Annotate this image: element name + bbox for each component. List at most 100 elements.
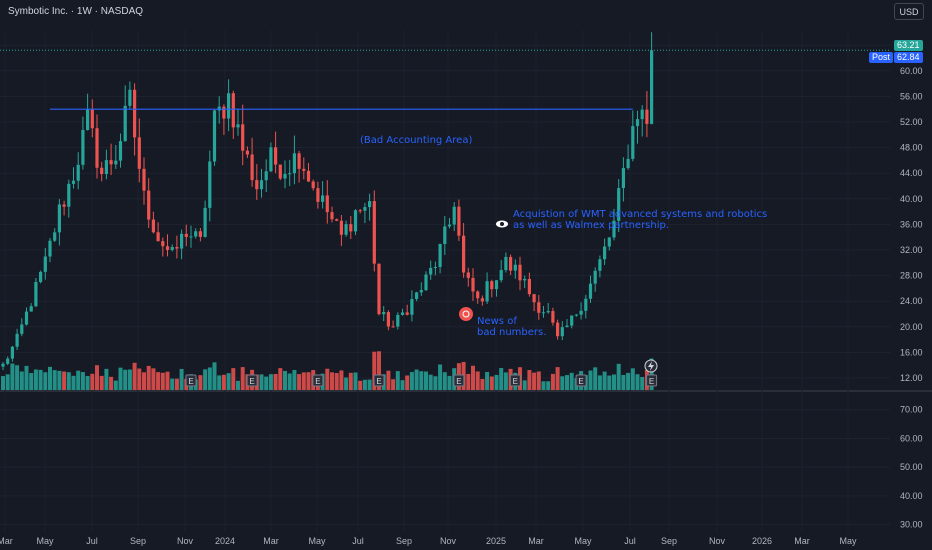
y-tick-label: 12.00 — [900, 373, 923, 383]
bad-accounting-annotation[interactable]: (Bad Accounting Area) — [360, 135, 473, 146]
candle-body — [109, 160, 113, 165]
currency-button[interactable]: USD — [894, 3, 924, 20]
earnings-marker-label: E — [578, 377, 583, 386]
candle-body — [24, 311, 29, 325]
volume-bar — [635, 374, 640, 390]
candle-body — [513, 264, 517, 271]
candle-body — [180, 233, 184, 249]
candle-body — [612, 220, 616, 238]
candle-body — [466, 272, 470, 278]
candle-body — [485, 281, 489, 302]
candle-body — [142, 168, 146, 191]
y-tick-label: 40.00 — [900, 491, 923, 501]
candle-body — [156, 232, 160, 242]
candle-body — [198, 231, 202, 237]
volume-bar — [137, 368, 142, 390]
x-tick-label: Jul — [86, 536, 98, 546]
volume-bar — [367, 379, 372, 390]
candle-body — [95, 128, 99, 168]
volume-bar — [264, 376, 269, 390]
candle-body — [217, 106, 221, 111]
earnings-marker-label: E — [456, 377, 461, 386]
volume-bar — [5, 374, 10, 390]
x-tick-label: 2025 — [486, 536, 506, 546]
volume-bar — [377, 351, 381, 390]
volume-bar — [494, 374, 499, 390]
wmt-annotation[interactable]: Acquistion of WMT advanced systems and r… — [513, 209, 768, 231]
x-tick-label: Mar — [528, 536, 544, 546]
candle-body — [560, 327, 564, 337]
volume-bar — [471, 365, 475, 390]
earnings-marker — [646, 374, 658, 387]
candle-body — [537, 302, 541, 313]
volume-bar — [287, 373, 292, 390]
volume-bar — [24, 365, 29, 390]
candle-body — [339, 220, 343, 235]
symbol-title[interactable]: Symbotic Inc. · 1W · NASDAQ — [8, 6, 144, 17]
volume-bar — [485, 371, 490, 390]
volume-bar — [442, 372, 447, 390]
candle-body — [556, 322, 560, 337]
time-axis[interactable]: Mar May Jul Sep Nov 2024 Mar May Jul Sep Nov 2025 Ma… — [0, 536, 857, 546]
candle-body — [457, 206, 461, 236]
candle-body — [372, 201, 376, 264]
candle-body — [57, 204, 61, 233]
x-tick-label: Sep — [396, 536, 412, 546]
volume-bar — [480, 378, 485, 390]
candle-body — [321, 195, 325, 202]
earnings-marker-label: E — [188, 377, 193, 386]
candle-body — [123, 105, 127, 142]
volume-bar — [334, 373, 339, 390]
y-tick-label: 60.00 — [900, 66, 923, 76]
earnings-marker — [575, 374, 587, 387]
candle-body — [396, 314, 400, 327]
y-tick-label: 50.00 — [900, 462, 923, 472]
candle-body — [494, 280, 499, 290]
candle-body — [551, 311, 555, 323]
volume-bar — [649, 358, 654, 390]
y-tick-label: 30.00 — [900, 520, 923, 530]
x-tick-label: Mar — [263, 536, 279, 546]
candle-body — [241, 124, 245, 151]
x-tick-label: Mar — [0, 536, 13, 546]
x-tick-label: 2026 — [752, 536, 772, 546]
y-tick-label: 24.00 — [900, 296, 923, 306]
candle-body — [574, 314, 578, 316]
candle-body — [147, 190, 151, 220]
candle-body — [335, 219, 339, 221]
volume-bar — [212, 362, 217, 390]
candle-body — [400, 312, 405, 315]
candle-body — [358, 210, 362, 212]
y-tick-label: 56.00 — [900, 91, 923, 101]
volume-bar — [236, 380, 240, 390]
x-tick-label: Sep — [130, 536, 146, 546]
candle-body — [189, 236, 193, 238]
volume-bar — [372, 351, 377, 390]
candle-body — [635, 119, 640, 127]
x-tick-label: Jul — [352, 536, 364, 546]
volume-bar — [358, 380, 363, 390]
volume-bar — [362, 379, 367, 390]
news-annotation[interactable]: News of bad numbers. — [477, 316, 547, 338]
x-tick-label: Nov — [177, 536, 194, 546]
volume-bar — [621, 374, 626, 390]
volume-bar — [146, 365, 151, 390]
volume-bar — [555, 367, 560, 390]
candle-body — [570, 315, 574, 326]
candle-body — [447, 224, 452, 227]
price-candles — [1, 32, 654, 371]
candle-body — [330, 212, 334, 220]
candle-body — [1, 363, 5, 367]
volume-bar — [640, 376, 645, 390]
x-tick-label: Nov — [709, 536, 726, 546]
candle-body — [518, 264, 522, 281]
volume-bar — [142, 372, 146, 390]
volume-bar — [391, 379, 396, 390]
volume-bar — [113, 380, 118, 390]
volume-bar — [414, 369, 419, 390]
candle-body — [151, 219, 155, 233]
volume-bar — [541, 381, 546, 390]
